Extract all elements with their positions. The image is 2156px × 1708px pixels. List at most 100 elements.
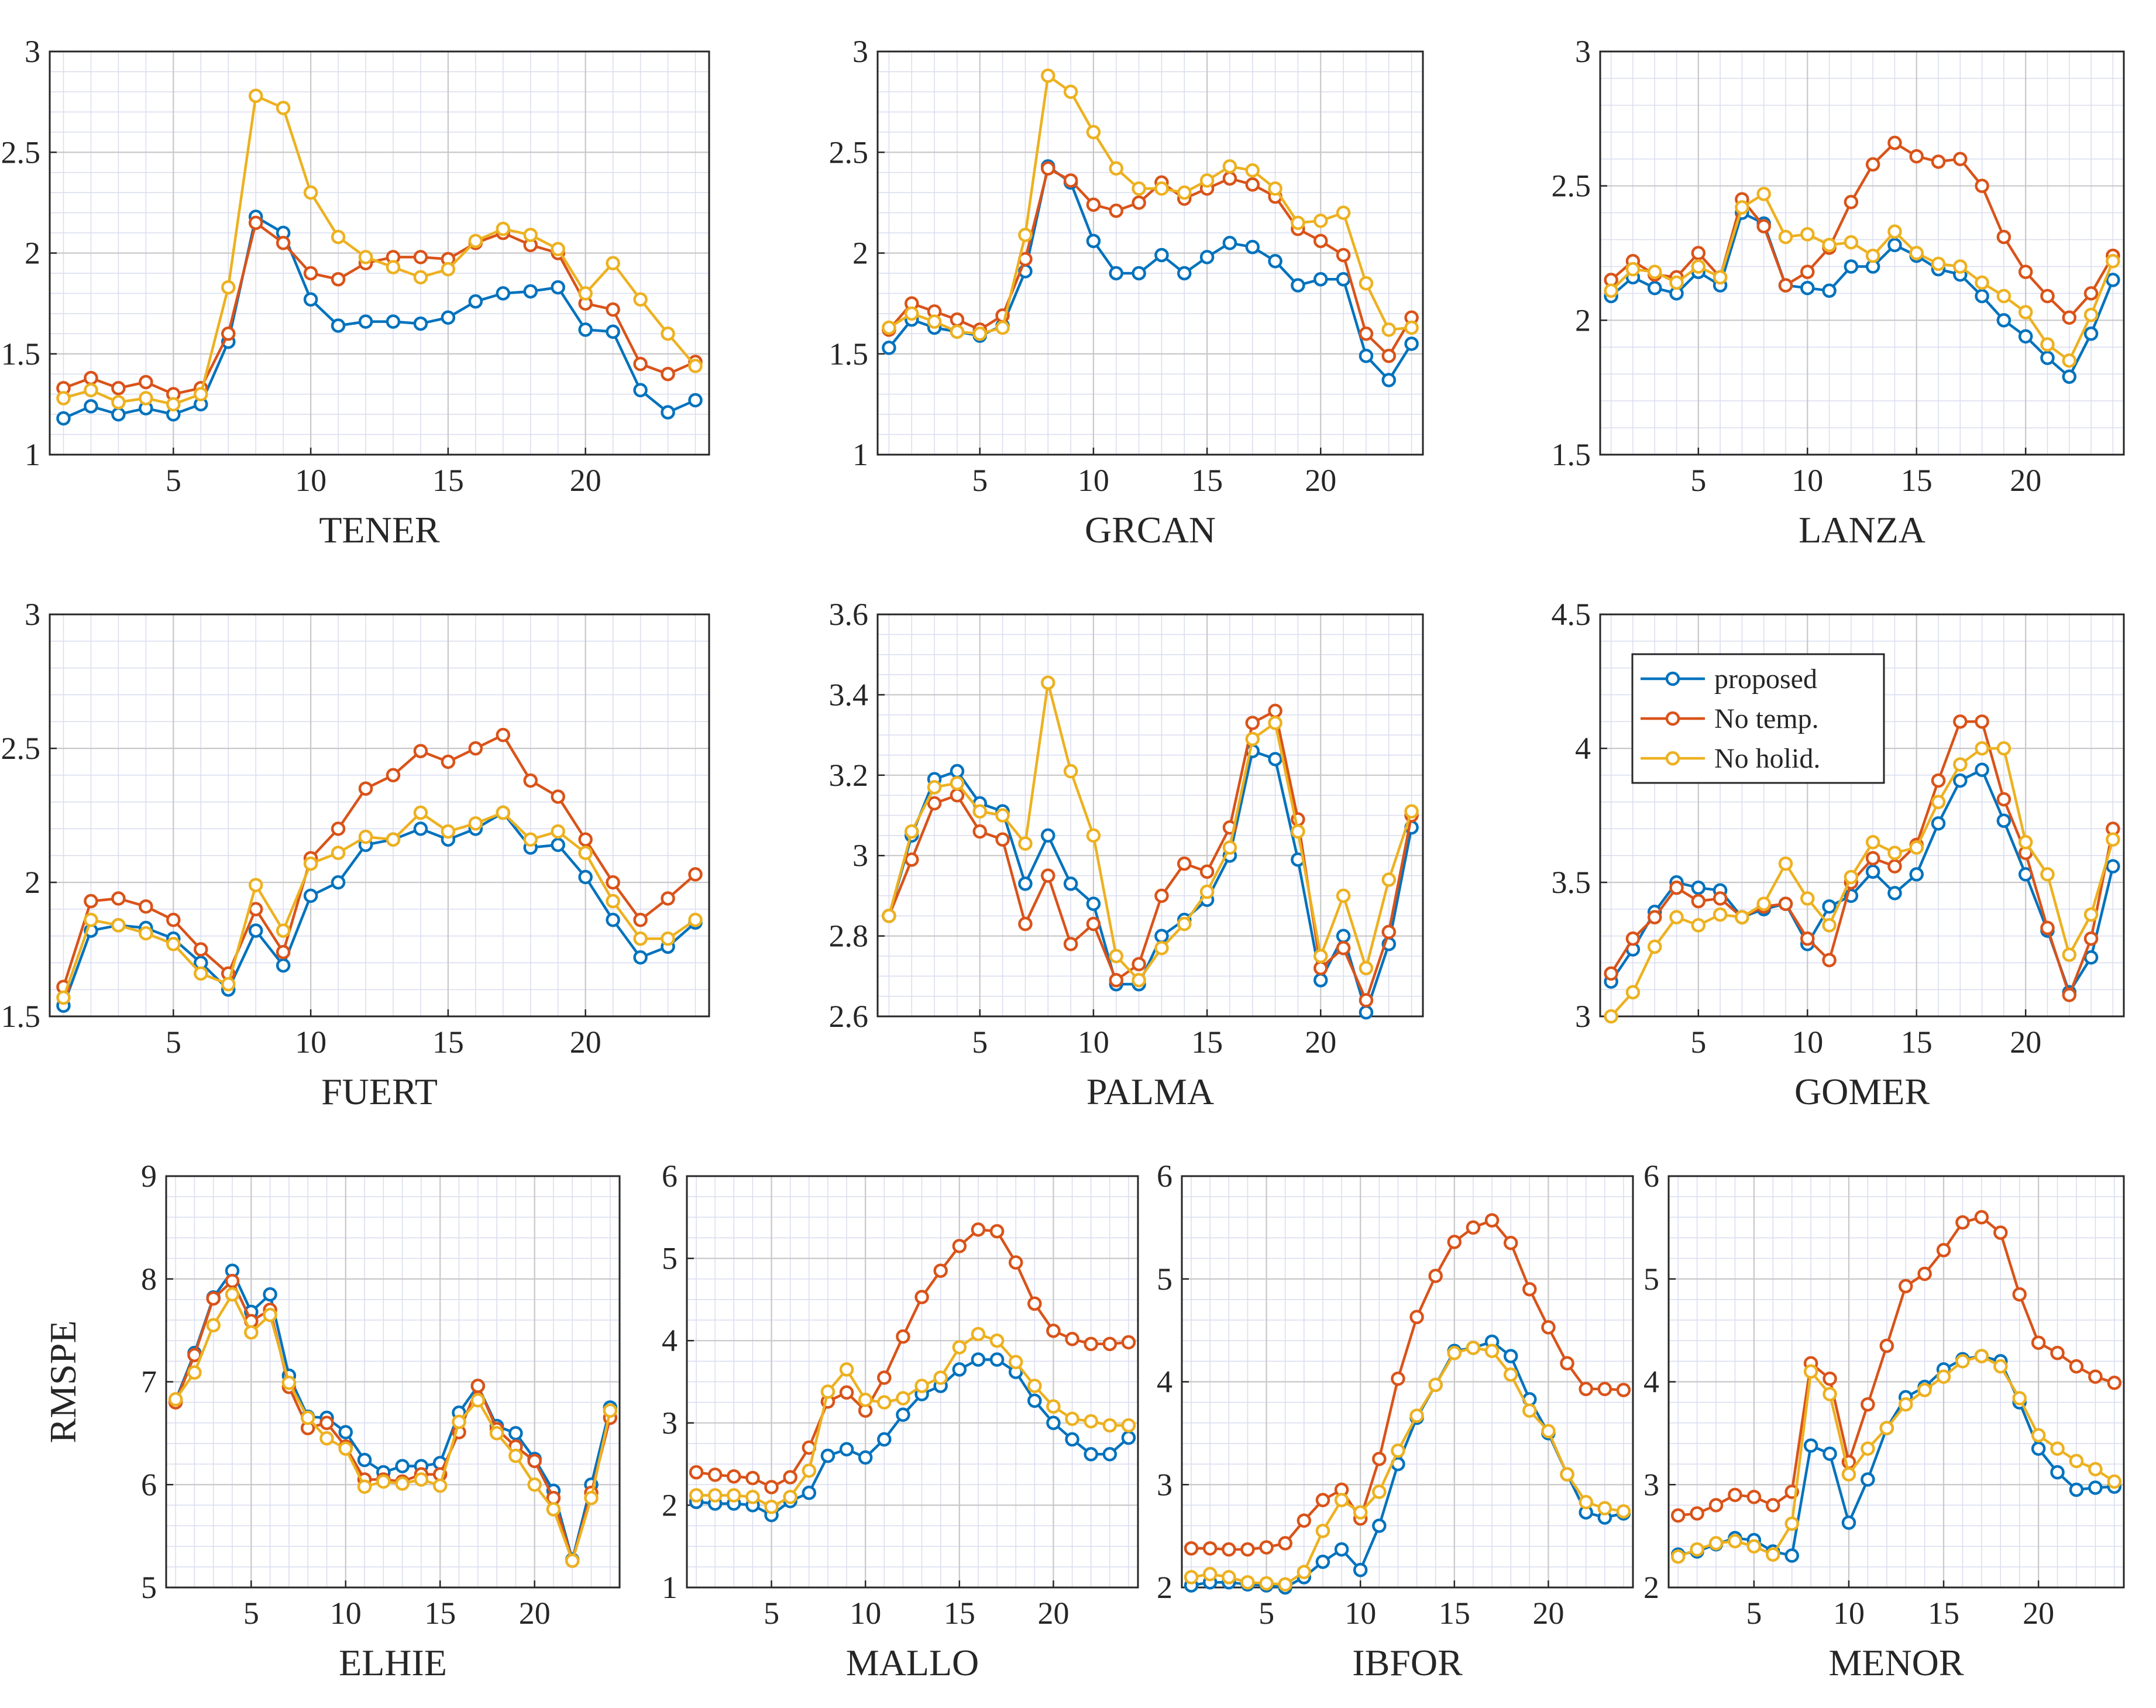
data-point-no-temp: [688, 867, 703, 882]
data-point-no-temp: [225, 1274, 240, 1288]
data-point-no-holid: [1713, 907, 1728, 922]
series-no-temp: [1184, 1213, 1631, 1557]
data-point-no-holid: [1522, 1403, 1537, 1418]
data-point-no-holid: [1996, 741, 2011, 756]
data-point-no-holid: [877, 1395, 892, 1410]
data-point-no-holid: [1735, 200, 1749, 215]
y-tick-label: 2.5: [1, 731, 41, 766]
x-tick-label: 5: [166, 1025, 181, 1060]
data-point-no-temp: [971, 1222, 986, 1237]
y-tick-label: 1.5: [829, 336, 869, 372]
data-point-proposed: [1121, 1430, 1136, 1445]
x-tick-label: 20: [570, 463, 601, 498]
data-point-no-temp: [1822, 953, 1837, 968]
data-point-no-holid: [1065, 1411, 1079, 1427]
data-point-no-temp: [2083, 286, 2099, 301]
y-tick-label: 3.5: [1552, 865, 1591, 900]
subplot-palma: 5 10 15 20 2.6 2.8 3 3.2 3.4 3.6 PALMA: [829, 597, 1424, 1112]
data-point-no-holid: [468, 816, 483, 831]
data-point-no-holid: [1953, 259, 1968, 274]
data-point-no-temp: [1428, 1269, 1443, 1283]
data-point-no-temp: [1259, 1540, 1274, 1555]
data-point-no-holid: [971, 1326, 986, 1342]
data-point-no-holid: [2069, 1453, 2084, 1469]
x-tick-label: 20: [2023, 1596, 2054, 1631]
data-point-no-holid: [1822, 918, 1837, 933]
y-tick-label: 2: [852, 236, 868, 271]
data-point-no-holid: [1931, 795, 1946, 809]
y-tick-label: 1: [662, 1570, 678, 1605]
data-point-no-holid: [1778, 229, 1793, 245]
data-point-no-temp: [1391, 1371, 1405, 1386]
data-point-proposed: [1041, 828, 1055, 843]
y-tick-label: 3: [1157, 1467, 1172, 1502]
data-point-proposed: [1268, 752, 1282, 767]
data-point-no-holid: [546, 1502, 561, 1517]
series-no-temp: [56, 727, 703, 994]
data-point-proposed: [1784, 1548, 1799, 1563]
legend-marker-no-holid: [1665, 751, 1680, 766]
data-point-no-holid: [508, 1448, 523, 1463]
data-point-no-holid: [688, 359, 703, 373]
x-tick-label: 15: [424, 1596, 456, 1631]
data-point-proposed: [2062, 369, 2077, 384]
data-point-proposed: [1154, 929, 1169, 943]
data-point-no-holid: [1579, 1494, 1593, 1510]
x-tick-label: 20: [519, 1596, 551, 1631]
data-point-no-holid: [1887, 846, 1902, 860]
data-point-no-temp: [933, 1263, 948, 1278]
data-point-no-holid: [303, 185, 318, 200]
data-point-no-temp: [2040, 920, 2055, 936]
data-point-proposed: [1691, 880, 1706, 895]
series-no-holid: [56, 805, 703, 1005]
x-tick-label: 10: [330, 1596, 362, 1631]
data-point-no-temp: [1065, 1332, 1079, 1346]
x-axis-label: TENER: [319, 509, 440, 551]
data-point-no-holid: [551, 242, 565, 256]
data-point-no-holid: [551, 824, 565, 839]
x-tick-label: 20: [1305, 1025, 1336, 1060]
data-point-no-temp: [1222, 171, 1237, 186]
y-tick-label: 2: [25, 236, 40, 271]
data-point-no-temp: [633, 912, 648, 927]
data-point-no-temp: [1381, 348, 1396, 363]
data-point-proposed: [1018, 877, 1033, 891]
data-point-proposed: [1803, 1438, 1818, 1453]
data-point-no-temp: [331, 822, 346, 836]
data-point-proposed: [1063, 877, 1078, 891]
data-point-no-holid: [1359, 276, 1374, 291]
data-point-no-temp: [1898, 1279, 1913, 1294]
data-point-proposed: [1313, 272, 1328, 287]
data-point-no-holid: [1909, 840, 1924, 855]
data-point-proposed: [1887, 886, 1902, 901]
data-point-no-holid: [1955, 1354, 1970, 1369]
data-point-no-temp: [1222, 1542, 1236, 1557]
data-point-no-holid: [1291, 215, 1305, 231]
data-point-proposed: [802, 1486, 817, 1500]
data-point-no-holid: [1063, 84, 1078, 99]
data-point-no-holid: [1909, 246, 1924, 260]
data-point-no-holid: [896, 1391, 910, 1405]
data-point-no-holid: [858, 1393, 873, 1407]
data-point-no-temp: [1604, 966, 1618, 981]
data-point-no-holid: [688, 912, 703, 927]
data-point-no-temp: [319, 1415, 334, 1431]
data-point-no-holid: [1222, 1570, 1236, 1585]
data-point-no-holid: [1917, 1383, 1932, 1397]
data-point-no-holid: [1245, 731, 1260, 747]
major-grid: [878, 614, 1423, 1016]
data-point-no-holid: [1372, 1484, 1387, 1499]
y-tick-label: 3.2: [829, 758, 869, 793]
data-point-no-holid: [281, 1376, 297, 1390]
y-tick-label: 2.6: [829, 999, 869, 1034]
data-point-no-holid: [1222, 840, 1237, 855]
data-point-proposed: [858, 1450, 873, 1465]
series-no-temp: [689, 1222, 1136, 1494]
data-point-no-temp: [1041, 161, 1055, 176]
data-point-no-holid: [1359, 961, 1374, 975]
data-point-proposed: [551, 837, 565, 853]
x-tick-label: 20: [2010, 463, 2041, 498]
data-point-no-temp: [1359, 327, 1374, 341]
data-point-no-temp: [764, 1480, 779, 1494]
